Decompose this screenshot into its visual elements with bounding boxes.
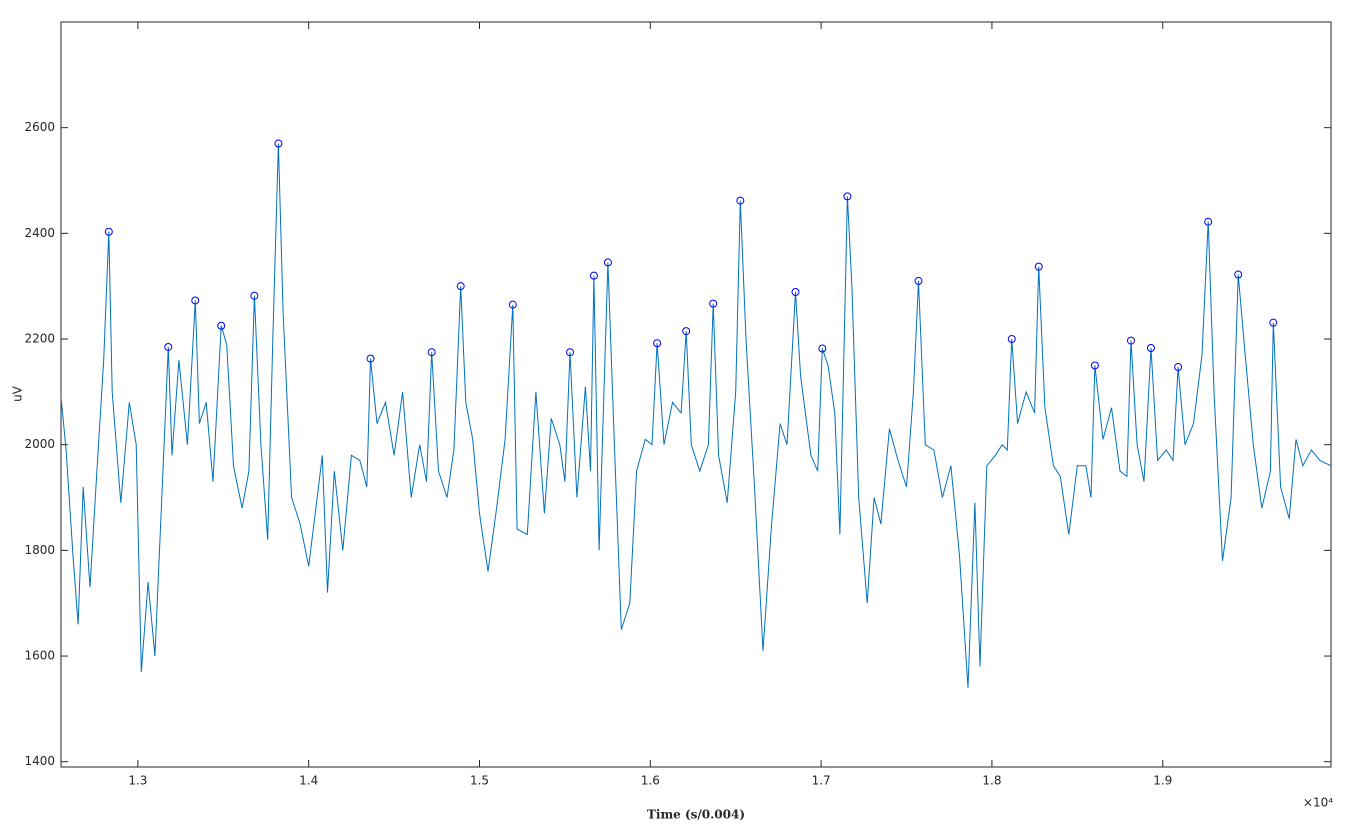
- peak-marker: [1007, 335, 1016, 344]
- peak-marker: [217, 321, 226, 330]
- peak-marker: [566, 348, 575, 357]
- peak-marker: [191, 296, 200, 305]
- peak-marker: [589, 271, 598, 280]
- peak-marker: [1090, 361, 1099, 370]
- peak-marker: [791, 287, 800, 296]
- peak-marker: [1204, 217, 1213, 226]
- x-tick-label: 1.8: [982, 774, 1001, 788]
- peak-marker: [1146, 344, 1155, 353]
- signal-line: [60, 143, 1332, 688]
- peak-marker: [653, 339, 662, 348]
- peak-marker: [709, 299, 718, 308]
- axes-box: [60, 21, 1332, 768]
- peak-marker: [818, 344, 827, 353]
- peak-marker: [1034, 262, 1043, 271]
- x-tick-label: 1.6: [641, 774, 660, 788]
- y-tick-label: 2000: [24, 437, 55, 451]
- peak-marker: [366, 354, 375, 363]
- peak-marker: [1126, 336, 1135, 345]
- y-tick-label: 2400: [24, 226, 55, 240]
- peak-marker: [250, 291, 259, 300]
- peak-marker: [508, 300, 517, 309]
- peak-marker: [456, 282, 465, 291]
- peak-marker: [164, 342, 173, 351]
- y-tick-label: 2600: [24, 120, 55, 134]
- y-tick-label: 1800: [24, 543, 55, 557]
- peak-marker: [1174, 363, 1183, 372]
- y-tick-label: 1600: [24, 649, 55, 663]
- peak-marker: [843, 192, 852, 201]
- x-axis-label: Time (s/0.004): [647, 808, 745, 822]
- peak-marker: [682, 327, 691, 336]
- peak-marker: [427, 348, 436, 357]
- peak-marker: [736, 196, 745, 205]
- y-tick-label: 1400: [24, 754, 55, 768]
- peak-marker: [1269, 318, 1278, 327]
- x-tick-label: 1.7: [812, 774, 831, 788]
- peak-marker: [1234, 270, 1243, 279]
- peak-marker: [914, 276, 923, 285]
- peak-marker: [603, 258, 612, 267]
- x-tick-label: 1.5: [470, 774, 489, 788]
- y-tick-label: 2200: [24, 332, 55, 346]
- peak-marker: [274, 139, 283, 148]
- peak-marker: [104, 227, 113, 236]
- x-tick-label: 1.4: [299, 774, 318, 788]
- x-tick-label: 1.3: [128, 774, 147, 788]
- x-exponent-label: ×10⁴: [1303, 796, 1333, 810]
- x-tick-label: 1.9: [1153, 774, 1172, 788]
- y-axis-label: uV: [11, 385, 25, 402]
